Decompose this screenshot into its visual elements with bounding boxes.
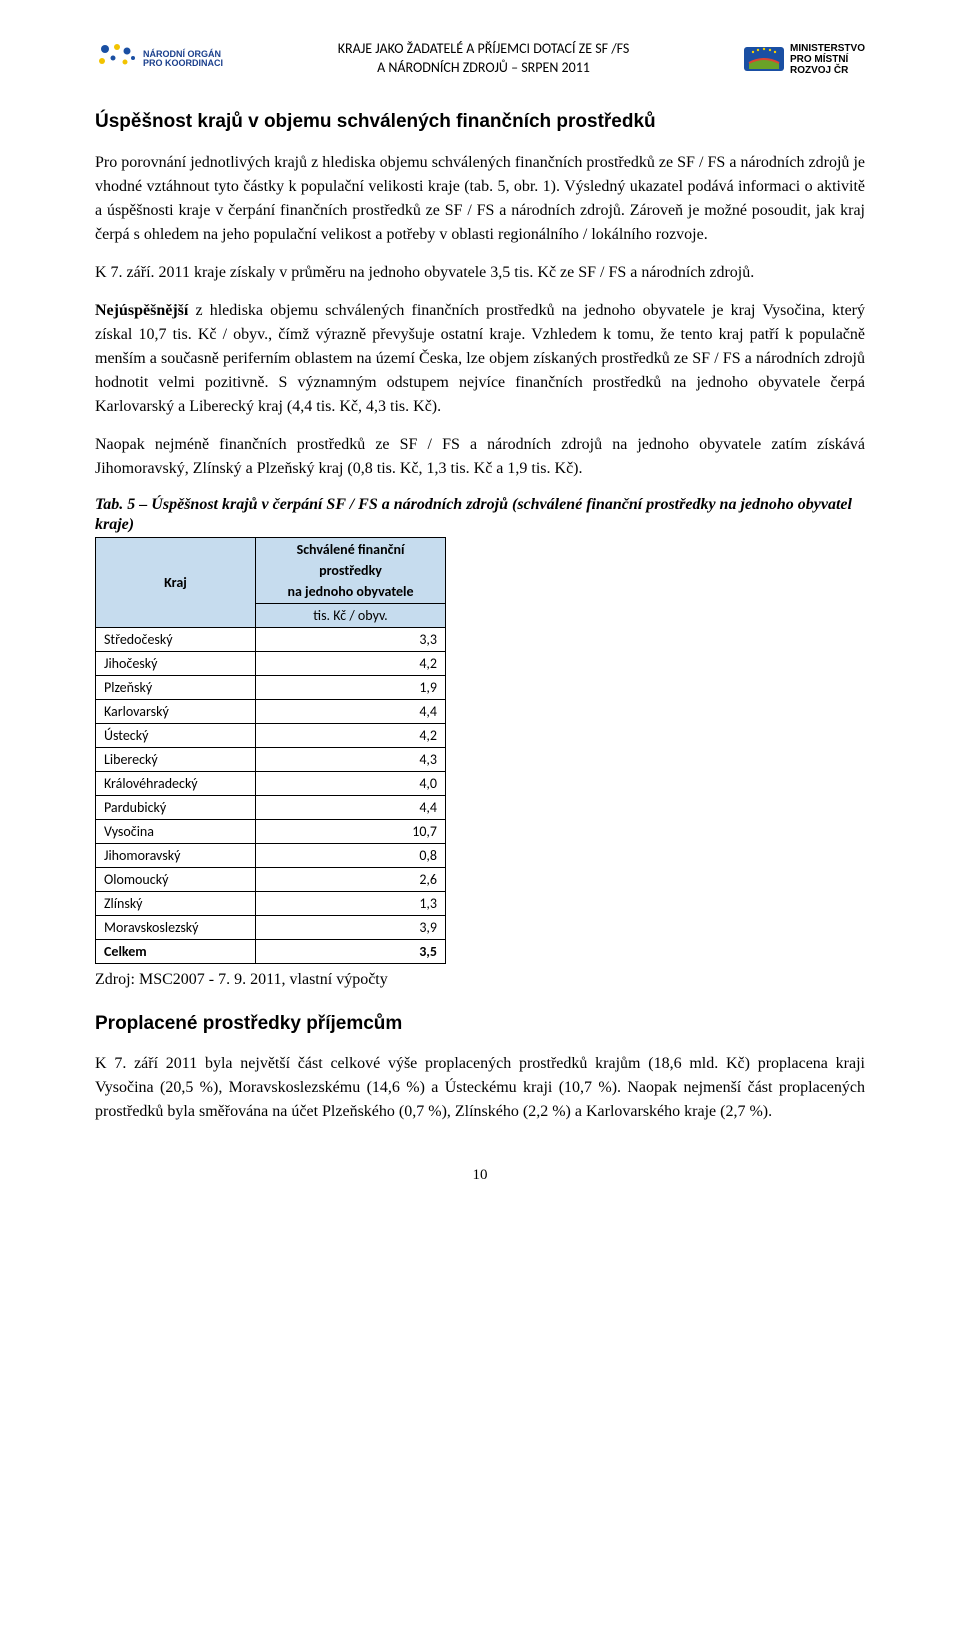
table-row: Karlovarský4,4 — [96, 699, 446, 723]
table-total-row: Celkem3,5 — [96, 939, 446, 963]
table-row: Ústecký4,2 — [96, 723, 446, 747]
table-source: Zdroj: MSC2007 - 7. 9. 2011, vlastní výp… — [95, 968, 865, 992]
logo-right-line1: MINISTERSTVO — [790, 43, 865, 54]
row-label: Zlínský — [96, 891, 256, 915]
table-row: Plzeňský1,9 — [96, 675, 446, 699]
table-row: Zlínský1,3 — [96, 891, 446, 915]
row-value: 4,2 — [256, 651, 446, 675]
data-table: Kraj Schválené finanční prostředky na je… — [95, 537, 446, 964]
section1-heading: Úspěšnost krajů v objemu schválených fin… — [95, 108, 865, 137]
row-value: 3,9 — [256, 915, 446, 939]
logo-left: NÁRODNÍ ORGÁN PRO KOORDINACI — [95, 40, 223, 78]
section1-p1: Pro porovnání jednotlivých krajů z hledi… — [95, 151, 865, 247]
col2-header-top: Schválené finanční prostředky na jednoho… — [256, 537, 446, 603]
logo-right: MINISTERSTVO PRO MÍSTNÍ ROZVOJ ČR — [744, 43, 865, 76]
header-title-line1: KRAJE JAKO ŽADATELÉ A PŘÍJEMCI DOTACÍ ZE… — [223, 40, 744, 59]
row-value: 3,3 — [256, 627, 446, 651]
table-row: Vysočina10,7 — [96, 819, 446, 843]
total-label: Celkem — [96, 939, 256, 963]
row-label: Karlovarský — [96, 699, 256, 723]
table-row: Olomoucký2,6 — [96, 867, 446, 891]
row-value: 4,0 — [256, 771, 446, 795]
row-label: Ústecký — [96, 723, 256, 747]
logo-right-line2: PRO MÍSTNÍ — [790, 54, 865, 65]
row-label: Královéhradecký — [96, 771, 256, 795]
section1-p4: Naopak nejméně finančních prostředků ze … — [95, 433, 865, 481]
table-row: Jihočeský4,2 — [96, 651, 446, 675]
row-value: 10,7 — [256, 819, 446, 843]
section1-p3-rest: z hlediska objemu schválených finančních… — [95, 302, 865, 415]
col2-header-unit: tis. Kč / obyv. — [256, 603, 446, 627]
row-label: Liberecký — [96, 747, 256, 771]
row-label: Olomoucký — [96, 867, 256, 891]
col2-header-l1: Schválené finanční prostředky — [264, 539, 437, 581]
row-label: Jihomoravský — [96, 843, 256, 867]
table-row: Středočeský3,3 — [96, 627, 446, 651]
table-row: Pardubický4,4 — [96, 795, 446, 819]
page-header: NÁRODNÍ ORGÁN PRO KOORDINACI KRAJE JAKO … — [95, 40, 865, 78]
col1-header: Kraj — [96, 537, 256, 627]
row-value: 1,9 — [256, 675, 446, 699]
row-label: Plzeňský — [96, 675, 256, 699]
row-value: 2,6 — [256, 867, 446, 891]
header-title-line2: A NÁRODNÍCH ZDROJŮ – SRPEN 2011 — [223, 59, 744, 78]
coordination-logo-icon — [95, 40, 137, 78]
document-header-title: KRAJE JAKO ŽADATELÉ A PŘÍJEMCI DOTACÍ ZE… — [223, 40, 744, 78]
col2-header-l2: na jednoho obyvatele — [264, 581, 437, 602]
row-value: 4,3 — [256, 747, 446, 771]
table-caption: Tab. 5 – Úspěšnost krajů v čerpání SF / … — [95, 495, 865, 535]
table-row: Moravskoslezský3,9 — [96, 915, 446, 939]
logo-right-line3: ROZVOJ ČR — [790, 65, 865, 76]
table-row: Liberecký4,3 — [96, 747, 446, 771]
total-value: 3,5 — [256, 939, 446, 963]
row-value: 0,8 — [256, 843, 446, 867]
row-label: Vysočina — [96, 819, 256, 843]
row-label: Středočeský — [96, 627, 256, 651]
page-number: 10 — [95, 1164, 865, 1187]
row-label: Pardubický — [96, 795, 256, 819]
row-value: 4,4 — [256, 699, 446, 723]
table-body: Středočeský3,3Jihočeský4,2Plzeňský1,9Kar… — [96, 627, 446, 963]
row-value: 4,2 — [256, 723, 446, 747]
section1-p2: K 7. září. 2011 kraje získaly v průměru … — [95, 261, 865, 285]
section2-heading: Proplacené prostředky příjemcům — [95, 1010, 865, 1039]
logo-left-line2: PRO KOORDINACI — [143, 59, 223, 68]
table-row: Jihomoravský0,8 — [96, 843, 446, 867]
section2-p1: K 7. září 2011 byla největší část celkov… — [95, 1052, 865, 1124]
row-label: Jihočeský — [96, 651, 256, 675]
section1-p3: Nejúspěšnější z hlediska objemu schválen… — [95, 299, 865, 419]
table-row: Královéhradecký4,0 — [96, 771, 446, 795]
section1-p3-lead: Nejúspěšnější — [95, 302, 188, 319]
ministry-logo-icon — [744, 43, 784, 75]
row-label: Moravskoslezský — [96, 915, 256, 939]
row-value: 1,3 — [256, 891, 446, 915]
row-value: 4,4 — [256, 795, 446, 819]
